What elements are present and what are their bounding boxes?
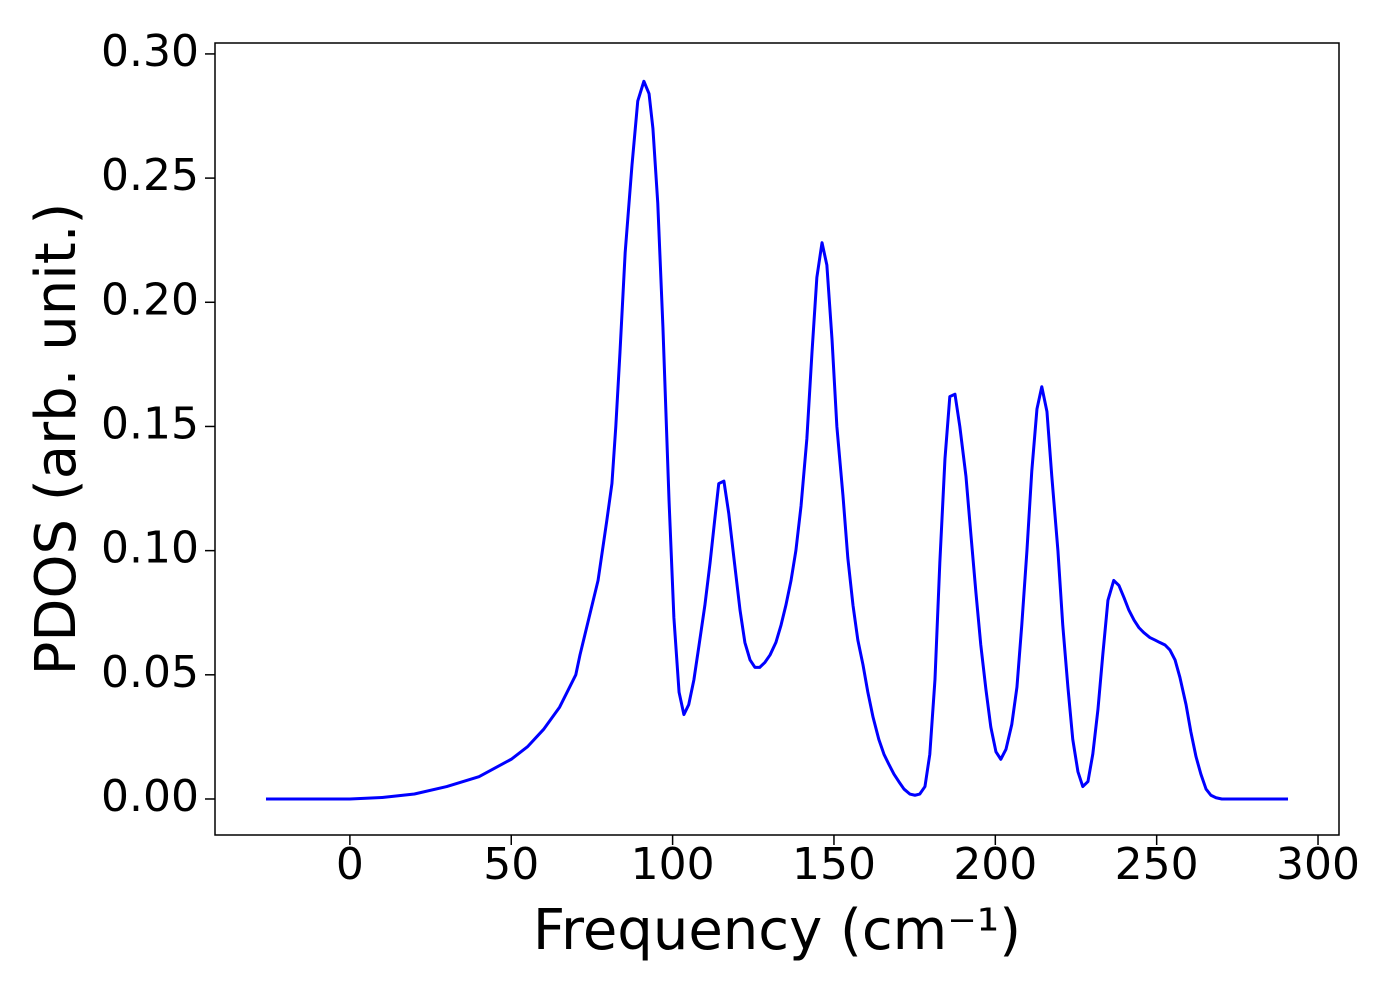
x-axis-label: Frequency (cm⁻¹) (533, 898, 1021, 963)
y-tick-label: 0.10 (101, 523, 199, 574)
y-tick-label: 0.30 (101, 26, 199, 77)
y-tick-label: 0.15 (101, 398, 199, 449)
x-tick-label: 0 (336, 839, 364, 890)
x-tick-label: 50 (483, 839, 539, 890)
y-tick-label: 0.25 (101, 150, 199, 201)
plot-frame (214, 42, 1340, 836)
line (265, 79, 1289, 801)
y-tick-label: 0.00 (101, 771, 199, 822)
x-tick-label: 200 (953, 839, 1037, 890)
y-tick-label: 0.20 (101, 274, 199, 325)
x-tick-label: 100 (631, 839, 715, 890)
x-tick-label: 150 (792, 839, 876, 890)
x-tick-label: 250 (1115, 839, 1199, 890)
y-axis-label: PDOS (arb. unit.) (24, 203, 89, 676)
x-tick-label: 300 (1276, 839, 1360, 890)
y-tick-label: 0.05 (101, 647, 199, 698)
